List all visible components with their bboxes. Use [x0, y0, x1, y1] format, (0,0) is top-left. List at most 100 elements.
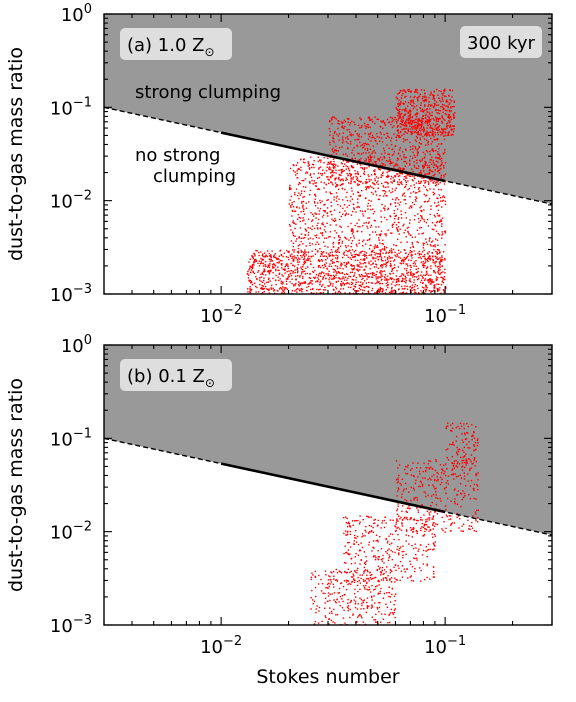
data-point: [371, 616, 373, 618]
data-point: [302, 275, 304, 278]
data-point: [337, 247, 340, 249]
data-point: [381, 275, 383, 278]
no-strong-clumping-label: no strong: [135, 145, 220, 166]
data-point: [364, 197, 367, 200]
data-point: [377, 118, 380, 121]
data-point: [319, 275, 322, 277]
data-point: [433, 95, 435, 97]
data-point: [407, 122, 409, 124]
data-point: [381, 243, 383, 245]
data-point: [345, 572, 348, 574]
data-point: [332, 243, 334, 245]
data-point: [434, 511, 437, 513]
data-point: [419, 107, 422, 110]
data-point: [249, 258, 251, 260]
data-point: [349, 200, 351, 202]
data-point: [315, 595, 317, 598]
data-point: [356, 144, 358, 147]
data-point: [432, 182, 435, 184]
data-point: [359, 210, 362, 212]
data-point: [372, 162, 374, 164]
data-point: [428, 116, 430, 119]
data-point: [319, 207, 322, 210]
data-point: [428, 97, 430, 99]
data-point: [376, 132, 378, 135]
data-point: [336, 183, 338, 186]
data-point: [352, 134, 354, 136]
data-point: [436, 123, 438, 125]
data-point: [321, 233, 323, 235]
data-point: [444, 505, 447, 507]
data-point: [265, 254, 267, 256]
data-point: [356, 608, 359, 610]
data-point: [334, 230, 336, 232]
data-point: [381, 566, 384, 569]
data-point: [353, 268, 355, 271]
data-point: [349, 131, 351, 133]
data-point: [383, 270, 386, 272]
data-point: [325, 191, 327, 193]
data-point: [404, 128, 406, 130]
data-point: [439, 273, 442, 275]
data-point: [299, 290, 301, 292]
data-point: [426, 130, 428, 133]
data-point: [346, 606, 349, 608]
data-point: [300, 254, 302, 257]
data-point: [291, 253, 293, 255]
data-point: [463, 472, 465, 474]
data-point: [331, 182, 333, 184]
data-point: [444, 200, 447, 202]
data-point: [444, 119, 446, 121]
data-point: [445, 128, 447, 130]
data-point: [311, 243, 314, 245]
data-point: [333, 209, 336, 211]
data-point: [393, 210, 396, 212]
data-point: [341, 146, 343, 148]
data-point: [362, 245, 364, 247]
data-point: [409, 518, 411, 521]
data-point: [423, 274, 425, 276]
data-point: [424, 528, 427, 530]
data-point: [393, 289, 395, 291]
data-point: [452, 473, 455, 475]
data-point: [259, 279, 261, 281]
data-point: [343, 562, 346, 564]
data-points: [310, 422, 479, 625]
data-point: [432, 171, 434, 173]
data-point: [252, 270, 254, 273]
data-point: [321, 264, 324, 267]
data-point: [295, 282, 297, 285]
data-point: [341, 170, 343, 173]
data-point: [462, 490, 464, 492]
data-point: [303, 219, 305, 221]
data-point: [319, 259, 321, 262]
data-point: [339, 218, 341, 221]
data-point: [294, 235, 296, 237]
data-point: [475, 448, 477, 451]
data-point: [444, 90, 446, 92]
data-point: [424, 122, 426, 124]
data-point: [378, 198, 380, 201]
data-point: [473, 483, 476, 485]
data-point: [371, 606, 374, 608]
data-point: [336, 272, 338, 275]
data-point: [313, 166, 315, 169]
data-point: [441, 200, 444, 202]
data-point: [367, 202, 369, 205]
time-label: 300 kyr: [467, 33, 536, 54]
data-point: [363, 253, 366, 255]
data-point: [429, 150, 431, 153]
data-point: [461, 433, 463, 435]
data-point: [349, 616, 351, 619]
data-point: [360, 145, 362, 147]
data-point: [432, 166, 435, 168]
data-point: [394, 581, 396, 583]
data-point: [406, 466, 409, 468]
data-point: [301, 256, 303, 258]
data-point: [427, 256, 430, 258]
data-point: [350, 166, 353, 168]
data-point: [353, 267, 355, 270]
data-point: [280, 287, 283, 289]
data-point: [425, 546, 427, 548]
data-point: [417, 99, 419, 101]
